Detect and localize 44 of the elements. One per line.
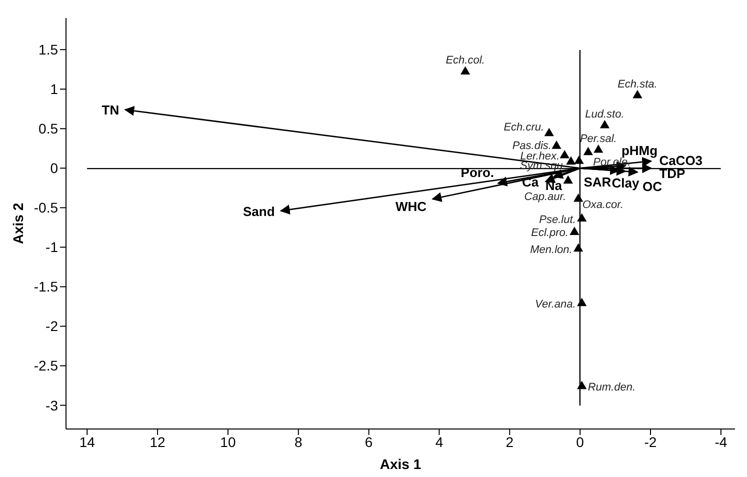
x-tick-label: -4 — [714, 434, 728, 450]
data-label: Oxa.cor. — [582, 199, 624, 211]
y-tick-label: -3 — [46, 397, 58, 414]
y-tick-label: -1 — [46, 239, 58, 256]
series-label: WHC — [395, 199, 428, 214]
data-label: Men.lon. — [530, 244, 572, 256]
x-tick-label: 10 — [220, 434, 236, 450]
data-label: Ech.col. — [446, 54, 485, 67]
data-label: Pas.dis. — [512, 140, 552, 152]
data-label: Ler.hex. — [520, 150, 560, 163]
x-tick-label: 12 — [150, 434, 166, 450]
x-tick-label: -2 — [644, 434, 657, 450]
x-tick-label: 14 — [79, 434, 96, 450]
x-axis-title: Axis 1 — [380, 456, 422, 472]
data-label: Ver.ana. — [535, 298, 576, 310]
y-tick-label: 1.5 — [38, 42, 58, 58]
data-label: Ech.cru. — [504, 121, 544, 134]
data-label: Pse.lut. — [539, 214, 576, 226]
y-tick-label: 0.5 — [38, 120, 58, 137]
series-label: TN — [102, 102, 120, 118]
y-tick-label: -1.5 — [34, 278, 58, 295]
series-label: pHMg — [621, 142, 658, 158]
y-tick-label: 0 — [50, 160, 58, 176]
y-axis-title: Axis 2 — [10, 202, 26, 244]
data-label: Lud.sto. — [585, 108, 624, 120]
series-label: SAR — [584, 174, 612, 190]
y-tick-label: -0.5 — [34, 200, 58, 216]
series-label: OC — [642, 179, 663, 194]
x-tick-label: 2 — [506, 434, 514, 450]
y-tick-label: -2.5 — [34, 358, 58, 374]
data-label: Cap.aur. — [524, 190, 566, 203]
data-label: Ecl.pro. — [531, 227, 568, 240]
x-tick-label: 8 — [294, 434, 302, 450]
x-tick-label: 4 — [435, 434, 444, 450]
data-label: Rum.den. — [588, 381, 636, 394]
y-tick-label: -2 — [46, 318, 58, 334]
series-label: TDP — [659, 166, 686, 182]
series-label: CaCO3 — [659, 153, 703, 168]
x-tick-label: 6 — [364, 434, 373, 450]
y-tick-label: 1 — [50, 81, 58, 98]
x-tick-label: 0 — [576, 434, 584, 450]
series-label: Sand — [242, 204, 275, 219]
series-label: Clay — [612, 175, 640, 190]
data-label: Ech.sta. — [618, 78, 658, 90]
